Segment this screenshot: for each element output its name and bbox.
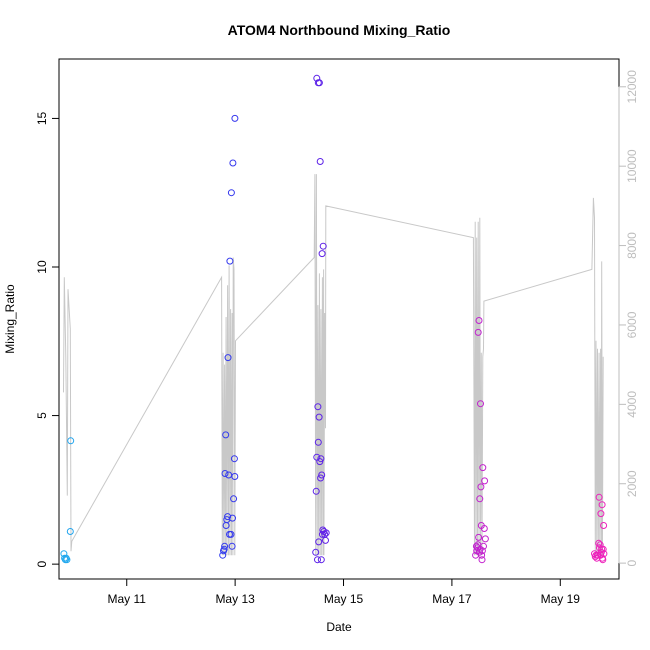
y-tick-label: 15 [35, 111, 49, 125]
data-point [226, 257, 234, 265]
data-point [317, 556, 325, 564]
altitude-line [63, 174, 604, 556]
data-point [599, 545, 607, 553]
data-point [66, 528, 74, 535]
data-point [480, 542, 487, 550]
y-axis-label: Mixing_Ratio [3, 284, 17, 354]
data-point [480, 525, 488, 532]
data-point [595, 493, 603, 501]
altitude-line-layer [63, 174, 604, 556]
y2-tick-label: 8000 [625, 232, 639, 259]
data-point [315, 413, 323, 421]
y-tick-label: 5 [35, 412, 49, 419]
data-point [479, 464, 487, 472]
y-tick-label: 10 [35, 260, 49, 274]
x-tick-label: May 17 [432, 592, 472, 606]
data-point [476, 495, 484, 503]
data-point [315, 79, 323, 87]
y-axis: 0 5 10 15 [35, 111, 60, 567]
y2-tick-label: 2000 [625, 470, 639, 497]
data-point [319, 242, 327, 250]
y2-tick-label: 12000 [625, 70, 639, 104]
data-point [316, 158, 324, 165]
data-point [314, 438, 322, 446]
y-tick-label: 0 [35, 560, 49, 567]
data-point [478, 556, 486, 564]
data-point [598, 501, 606, 509]
data-point [224, 513, 232, 521]
x-axis: May 11 May 13 May 15 May 17 May 19 [108, 578, 581, 606]
chart-title: ATOM4 Northbound Mixing_Ratio [228, 22, 451, 38]
data-point [600, 550, 608, 558]
data-point [314, 556, 321, 564]
data-point [481, 535, 489, 543]
plot-frame [58, 58, 620, 580]
data-point [230, 495, 238, 503]
data-point [227, 530, 235, 538]
y2-tick-label: 4000 [625, 391, 639, 418]
data-point [67, 437, 75, 445]
x-axis-label: Date [326, 620, 352, 634]
data-point [475, 317, 483, 324]
data-point [315, 538, 323, 546]
data-point [317, 474, 325, 482]
data-point [220, 545, 228, 553]
data-point [312, 487, 320, 495]
data-point [312, 548, 320, 556]
x-tick-label: May 19 [541, 592, 581, 606]
points-layer [60, 74, 608, 564]
data-point [230, 455, 238, 463]
data-point [229, 514, 236, 522]
y2-tick-label: 10000 [625, 149, 639, 183]
data-point [478, 551, 486, 559]
data-point [231, 114, 239, 122]
data-point [481, 477, 489, 485]
x-tick-label: May 15 [324, 592, 364, 606]
data-point [478, 547, 486, 555]
data-point [317, 455, 325, 463]
data-point [322, 536, 329, 544]
data-point [477, 483, 485, 491]
data-point [227, 189, 235, 197]
data-point [222, 431, 230, 439]
data-point [221, 470, 229, 477]
data-point [314, 403, 322, 411]
data-point [318, 250, 326, 258]
data-point [595, 539, 603, 547]
y2-axis: 0 2000 4000 6000 8000 10000 12000 [618, 70, 639, 566]
data-point [597, 510, 605, 518]
x-tick-label: May 11 [108, 592, 147, 606]
y2-tick-label: 0 [625, 559, 639, 566]
data-point [318, 471, 326, 479]
data-point [475, 533, 483, 541]
data-point [221, 542, 229, 550]
data-point [224, 354, 232, 362]
data-point [228, 542, 236, 550]
y2-tick-label: 6000 [625, 311, 639, 338]
data-point [322, 529, 330, 537]
data-point [229, 159, 237, 167]
data-point [231, 473, 239, 480]
data-point [63, 556, 71, 564]
data-point [474, 328, 482, 336]
data-point [477, 400, 484, 408]
x-tick-label: May 13 [215, 592, 255, 606]
data-point [600, 522, 608, 529]
